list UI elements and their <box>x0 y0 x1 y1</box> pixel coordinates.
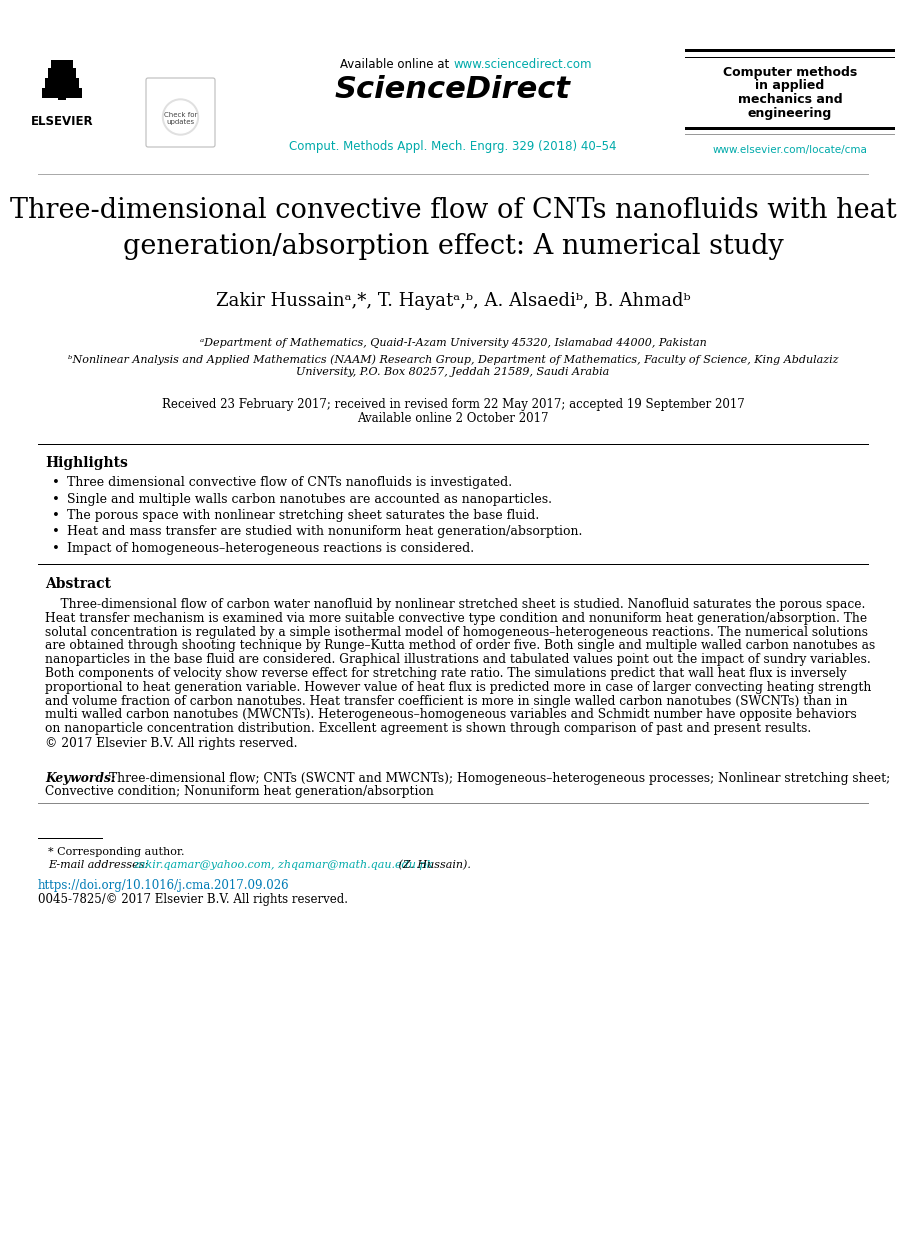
Text: are obtained through shooting technique by Runge–Kutta method of order five. Bot: are obtained through shooting technique … <box>45 639 875 652</box>
Circle shape <box>162 99 199 135</box>
Text: Comput. Methods Appl. Mech. Engrg. 329 (2018) 40–54: Comput. Methods Appl. Mech. Engrg. 329 (… <box>289 140 617 154</box>
Text: solutal concentration is regulated by a simple isothermal model of homogeneous–h: solutal concentration is regulated by a … <box>45 625 868 639</box>
Text: Three-dimensional flow of carbon water nanofluid by nonlinear stretched sheet is: Three-dimensional flow of carbon water n… <box>45 598 865 612</box>
Circle shape <box>164 102 197 132</box>
Bar <box>45 78 79 88</box>
Text: •: • <box>52 509 60 522</box>
FancyBboxPatch shape <box>146 78 215 147</box>
Bar <box>48 68 76 78</box>
Text: 0045-7825/© 2017 Elsevier B.V. All rights reserved.: 0045-7825/© 2017 Elsevier B.V. All right… <box>38 893 348 906</box>
Text: Available online 2 October 2017: Available online 2 October 2017 <box>357 412 549 425</box>
Text: Impact of homogeneous–heterogeneous reactions is considered.: Impact of homogeneous–heterogeneous reac… <box>67 542 474 555</box>
Text: Check for
updates: Check for updates <box>164 111 197 125</box>
Text: University, P.O. Box 80257, Jeddah 21589, Saudi Arabia: University, P.O. Box 80257, Jeddah 21589… <box>297 366 610 378</box>
Text: multi walled carbon nanotubes (MWCNTs). Heterogeneous–homogeneous variables and : multi walled carbon nanotubes (MWCNTs). … <box>45 708 857 722</box>
Text: mechanics and: mechanics and <box>737 93 843 106</box>
Bar <box>685 57 895 58</box>
Text: Convective condition; Nonuniform heat generation/absorption: Convective condition; Nonuniform heat ge… <box>45 785 434 799</box>
Text: ScienceDirect: ScienceDirect <box>335 76 571 104</box>
Bar <box>685 48 895 52</box>
Text: •: • <box>52 525 60 539</box>
Text: zakir.qamar@yahoo.com, zhqamar@math.qau.edu.pk: zakir.qamar@yahoo.com, zhqamar@math.qau.… <box>133 860 434 870</box>
Text: www.sciencedirect.com: www.sciencedirect.com <box>453 58 591 71</box>
Text: Computer methods: Computer methods <box>723 66 857 79</box>
Text: •: • <box>52 475 60 489</box>
Text: Three-dimensional convective flow of CNTs nanofluids with heat
generation/absorp: Three-dimensional convective flow of CNT… <box>10 197 896 260</box>
Text: on nanoparticle concentration distribution. Excellent agreement is shown through: on nanoparticle concentration distributi… <box>45 722 811 735</box>
Text: Available online at: Available online at <box>340 58 453 71</box>
Text: Highlights: Highlights <box>45 456 128 470</box>
Text: https://doi.org/10.1016/j.cma.2017.09.026: https://doi.org/10.1016/j.cma.2017.09.02… <box>38 879 289 893</box>
Text: Received 23 February 2017; received in revised form 22 May 2017; accepted 19 Sep: Received 23 February 2017; received in r… <box>161 397 745 411</box>
Bar <box>51 59 73 68</box>
Text: proportional to heat generation variable. However value of heat flux is predicte: proportional to heat generation variable… <box>45 681 872 693</box>
Text: Three-dimensional flow; CNTs (SWCNT and MWCNTs); Homogeneous–heterogeneous proce: Three-dimensional flow; CNTs (SWCNT and … <box>109 773 891 785</box>
Text: •: • <box>52 542 60 555</box>
Bar <box>38 443 869 444</box>
Text: Keywords:: Keywords: <box>45 773 115 785</box>
Text: Both components of velocity show reverse effect for stretching rate ratio. The s: Both components of velocity show reverse… <box>45 667 846 680</box>
Text: www.elsevier.com/locate/cma: www.elsevier.com/locate/cma <box>713 145 867 155</box>
Text: Single and multiple walls carbon nanotubes are accounted as nanoparticles.: Single and multiple walls carbon nanotub… <box>67 493 552 505</box>
Text: Three dimensional convective flow of CNTs nanofluids is investigated.: Three dimensional convective flow of CNT… <box>67 475 512 489</box>
Text: Heat transfer mechanism is examined via more suitable convective type condition : Heat transfer mechanism is examined via … <box>45 612 867 625</box>
Text: Zakir Hussainᵃ,*, T. Hayatᵃ,ᵇ, A. Alsaediᵇ, B. Ahmadᵇ: Zakir Hussainᵃ,*, T. Hayatᵃ,ᵇ, A. Alsaed… <box>216 292 690 310</box>
Text: (Z. Hussain).: (Z. Hussain). <box>395 860 471 870</box>
Text: ᵃDepartment of Mathematics, Quaid-I-Azam University 45320, Islamabad 44000, Paki: ᵃDepartment of Mathematics, Quaid-I-Azam… <box>200 338 707 348</box>
Text: in applied: in applied <box>756 79 824 93</box>
Text: ᵇNonlinear Analysis and Applied Mathematics (NAAM) Research Group, Department of: ᵇNonlinear Analysis and Applied Mathemat… <box>68 354 838 364</box>
Bar <box>42 88 82 98</box>
Text: •: • <box>52 493 60 505</box>
Text: and volume fraction of carbon nanotubes. Heat transfer coefficient is more in si: and volume fraction of carbon nanotubes.… <box>45 695 847 708</box>
Text: engineering: engineering <box>748 106 832 120</box>
Text: E-mail addresses:: E-mail addresses: <box>48 860 151 870</box>
Bar <box>38 563 869 565</box>
Text: Heat and mass transfer are studied with nonuniform heat generation/absorption.: Heat and mass transfer are studied with … <box>67 525 582 539</box>
Text: © 2017 Elsevier B.V. All rights reserved.: © 2017 Elsevier B.V. All rights reserved… <box>45 737 297 750</box>
Text: ELSEVIER: ELSEVIER <box>31 115 93 128</box>
Text: * Corresponding author.: * Corresponding author. <box>48 847 184 857</box>
Bar <box>685 128 895 130</box>
Text: The porous space with nonlinear stretching sheet saturates the base fluid.: The porous space with nonlinear stretchi… <box>67 509 540 522</box>
Bar <box>58 76 66 100</box>
Text: nanoparticles in the base fluid are considered. Graphical illustrations and tabu: nanoparticles in the base fluid are cons… <box>45 654 871 666</box>
Text: Abstract: Abstract <box>45 577 111 591</box>
